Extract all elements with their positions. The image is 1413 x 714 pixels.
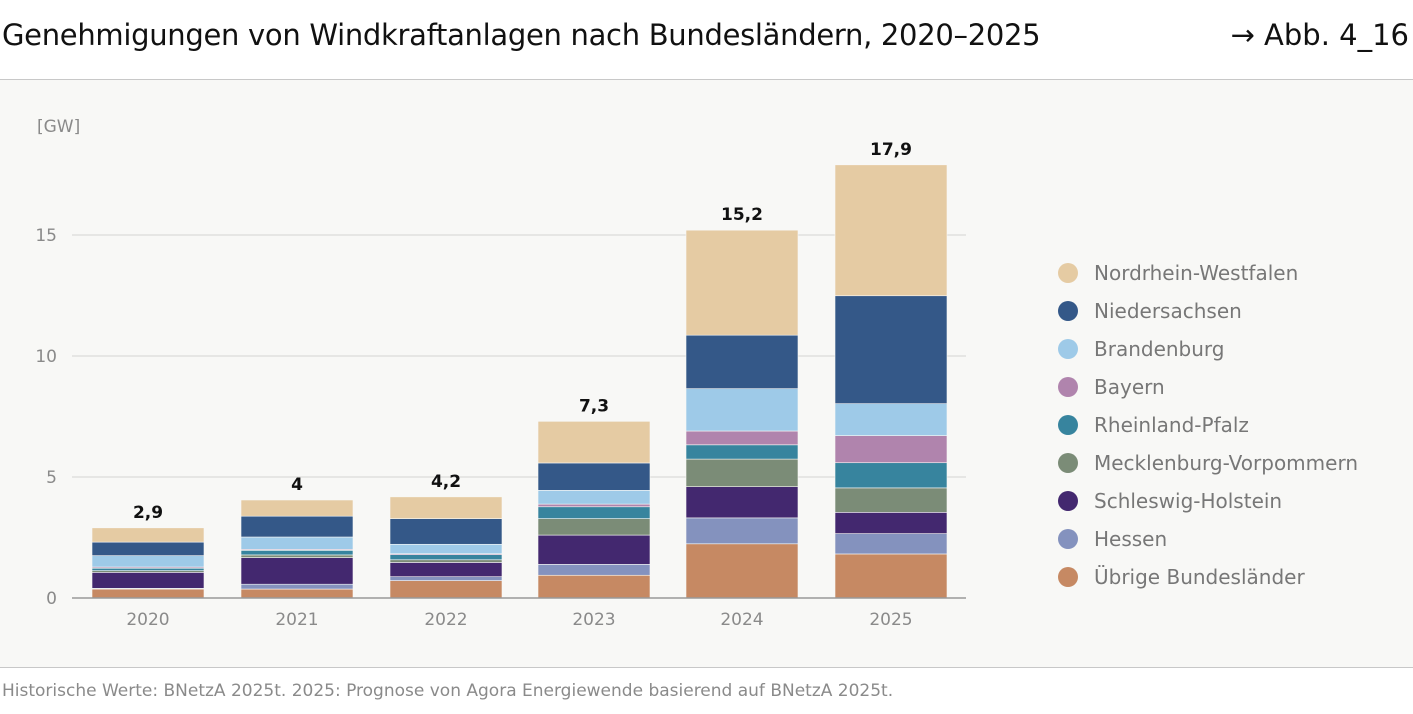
bar-segment bbox=[240, 554, 354, 558]
legend-swatch bbox=[1058, 529, 1078, 549]
bar-segment bbox=[91, 555, 205, 568]
bar-segment bbox=[389, 562, 503, 578]
bar-segment bbox=[685, 543, 799, 599]
bar-segment bbox=[834, 512, 948, 534]
divider bbox=[0, 667, 1413, 668]
bar-segment bbox=[537, 518, 651, 536]
bar-segment bbox=[240, 499, 354, 517]
bar-segment bbox=[834, 164, 948, 297]
bar-segment bbox=[240, 515, 354, 538]
bar-segment bbox=[389, 518, 503, 545]
bar-segment bbox=[91, 567, 205, 571]
bar-segment bbox=[834, 435, 948, 464]
bar-segment bbox=[685, 458, 799, 487]
legend-label: Übrige Bundesländer bbox=[1094, 565, 1305, 589]
bar-segment bbox=[91, 588, 205, 599]
bar-segment bbox=[685, 388, 799, 432]
bar-segment bbox=[389, 543, 503, 555]
bar-segment bbox=[685, 430, 799, 446]
bar-segment bbox=[537, 421, 651, 464]
y-tick-label: 5 bbox=[46, 468, 57, 488]
divider bbox=[0, 79, 1413, 80]
y-axis-label: [GW] bbox=[37, 117, 80, 137]
legend-swatch bbox=[1058, 263, 1078, 283]
bar-segment bbox=[537, 503, 651, 508]
x-tick-label: 2020 bbox=[126, 610, 169, 630]
x-tick-label: 2023 bbox=[572, 610, 615, 630]
bar-segment bbox=[91, 572, 205, 589]
x-tick-label: 2025 bbox=[869, 610, 912, 630]
figure-reference: → Abb. 4_16 bbox=[1230, 18, 1409, 52]
bar-segment bbox=[834, 553, 948, 599]
legend-swatch bbox=[1058, 377, 1078, 397]
legend-label: Hessen bbox=[1094, 527, 1167, 551]
bar-segment bbox=[389, 576, 503, 581]
legend-swatch bbox=[1058, 567, 1078, 587]
bar-segment bbox=[389, 580, 503, 599]
legend-label: Brandenburg bbox=[1094, 337, 1225, 361]
bar-segment bbox=[537, 490, 651, 505]
y-tick-label: 10 bbox=[35, 347, 57, 367]
x-tick-label: 2021 bbox=[275, 610, 318, 630]
bar-segment bbox=[240, 583, 354, 590]
bar-segment bbox=[834, 295, 948, 404]
legend-swatch bbox=[1058, 415, 1078, 435]
total-label: 15,2 bbox=[721, 205, 763, 225]
bar-segment bbox=[685, 517, 799, 545]
bar-segment bbox=[537, 506, 651, 519]
bar-segment bbox=[537, 564, 651, 576]
bar-segment bbox=[537, 534, 651, 565]
bar-segment bbox=[685, 229, 799, 336]
legend-label: Schleswig-Holstein bbox=[1094, 489, 1282, 513]
chart-title: Genehmigungen von Windkraftanlagen nach … bbox=[2, 18, 1041, 52]
bar-segment bbox=[834, 462, 948, 489]
bar-segment bbox=[91, 527, 205, 543]
x-tick-label: 2024 bbox=[720, 610, 763, 630]
bar-segment bbox=[685, 334, 799, 389]
legend-label: Rheinland-Pfalz bbox=[1094, 413, 1249, 437]
bar-segment bbox=[240, 550, 354, 556]
legend-swatch bbox=[1058, 339, 1078, 359]
bar-segment bbox=[834, 487, 948, 513]
total-label: 4 bbox=[291, 475, 303, 495]
bar-segment bbox=[389, 496, 503, 519]
bar-segment bbox=[240, 557, 354, 585]
bar-segment bbox=[685, 486, 799, 519]
bar-segment bbox=[685, 444, 799, 460]
legend-label: Niedersachsen bbox=[1094, 299, 1242, 323]
bar-segment bbox=[240, 588, 354, 599]
y-tick-label: 15 bbox=[35, 226, 57, 246]
total-label: 7,3 bbox=[579, 396, 609, 416]
legend-swatch bbox=[1058, 453, 1078, 473]
legend-swatch bbox=[1058, 491, 1078, 511]
legend-swatch bbox=[1058, 301, 1078, 321]
total-label: 2,9 bbox=[133, 503, 163, 523]
bar-segment bbox=[537, 574, 651, 599]
bar-segment bbox=[537, 462, 651, 491]
legend-label: Mecklenburg-Vorpommern bbox=[1094, 451, 1358, 475]
bar-segment bbox=[834, 403, 948, 436]
source-note: Historische Werte: BNetzA 2025t. 2025: P… bbox=[2, 681, 894, 701]
bar-segment bbox=[91, 541, 205, 556]
legend-label: Nordrhein-Westfalen bbox=[1094, 261, 1298, 285]
legend-label: Bayern bbox=[1094, 375, 1165, 399]
total-label: 17,9 bbox=[870, 140, 912, 160]
x-tick-label: 2022 bbox=[424, 610, 467, 630]
total-label: 4,2 bbox=[431, 472, 461, 492]
bar-segment bbox=[240, 536, 354, 550]
bar-segment bbox=[389, 554, 503, 561]
bar-segment bbox=[834, 533, 948, 555]
bar-segment bbox=[389, 559, 503, 563]
y-tick-label: 0 bbox=[46, 589, 57, 609]
